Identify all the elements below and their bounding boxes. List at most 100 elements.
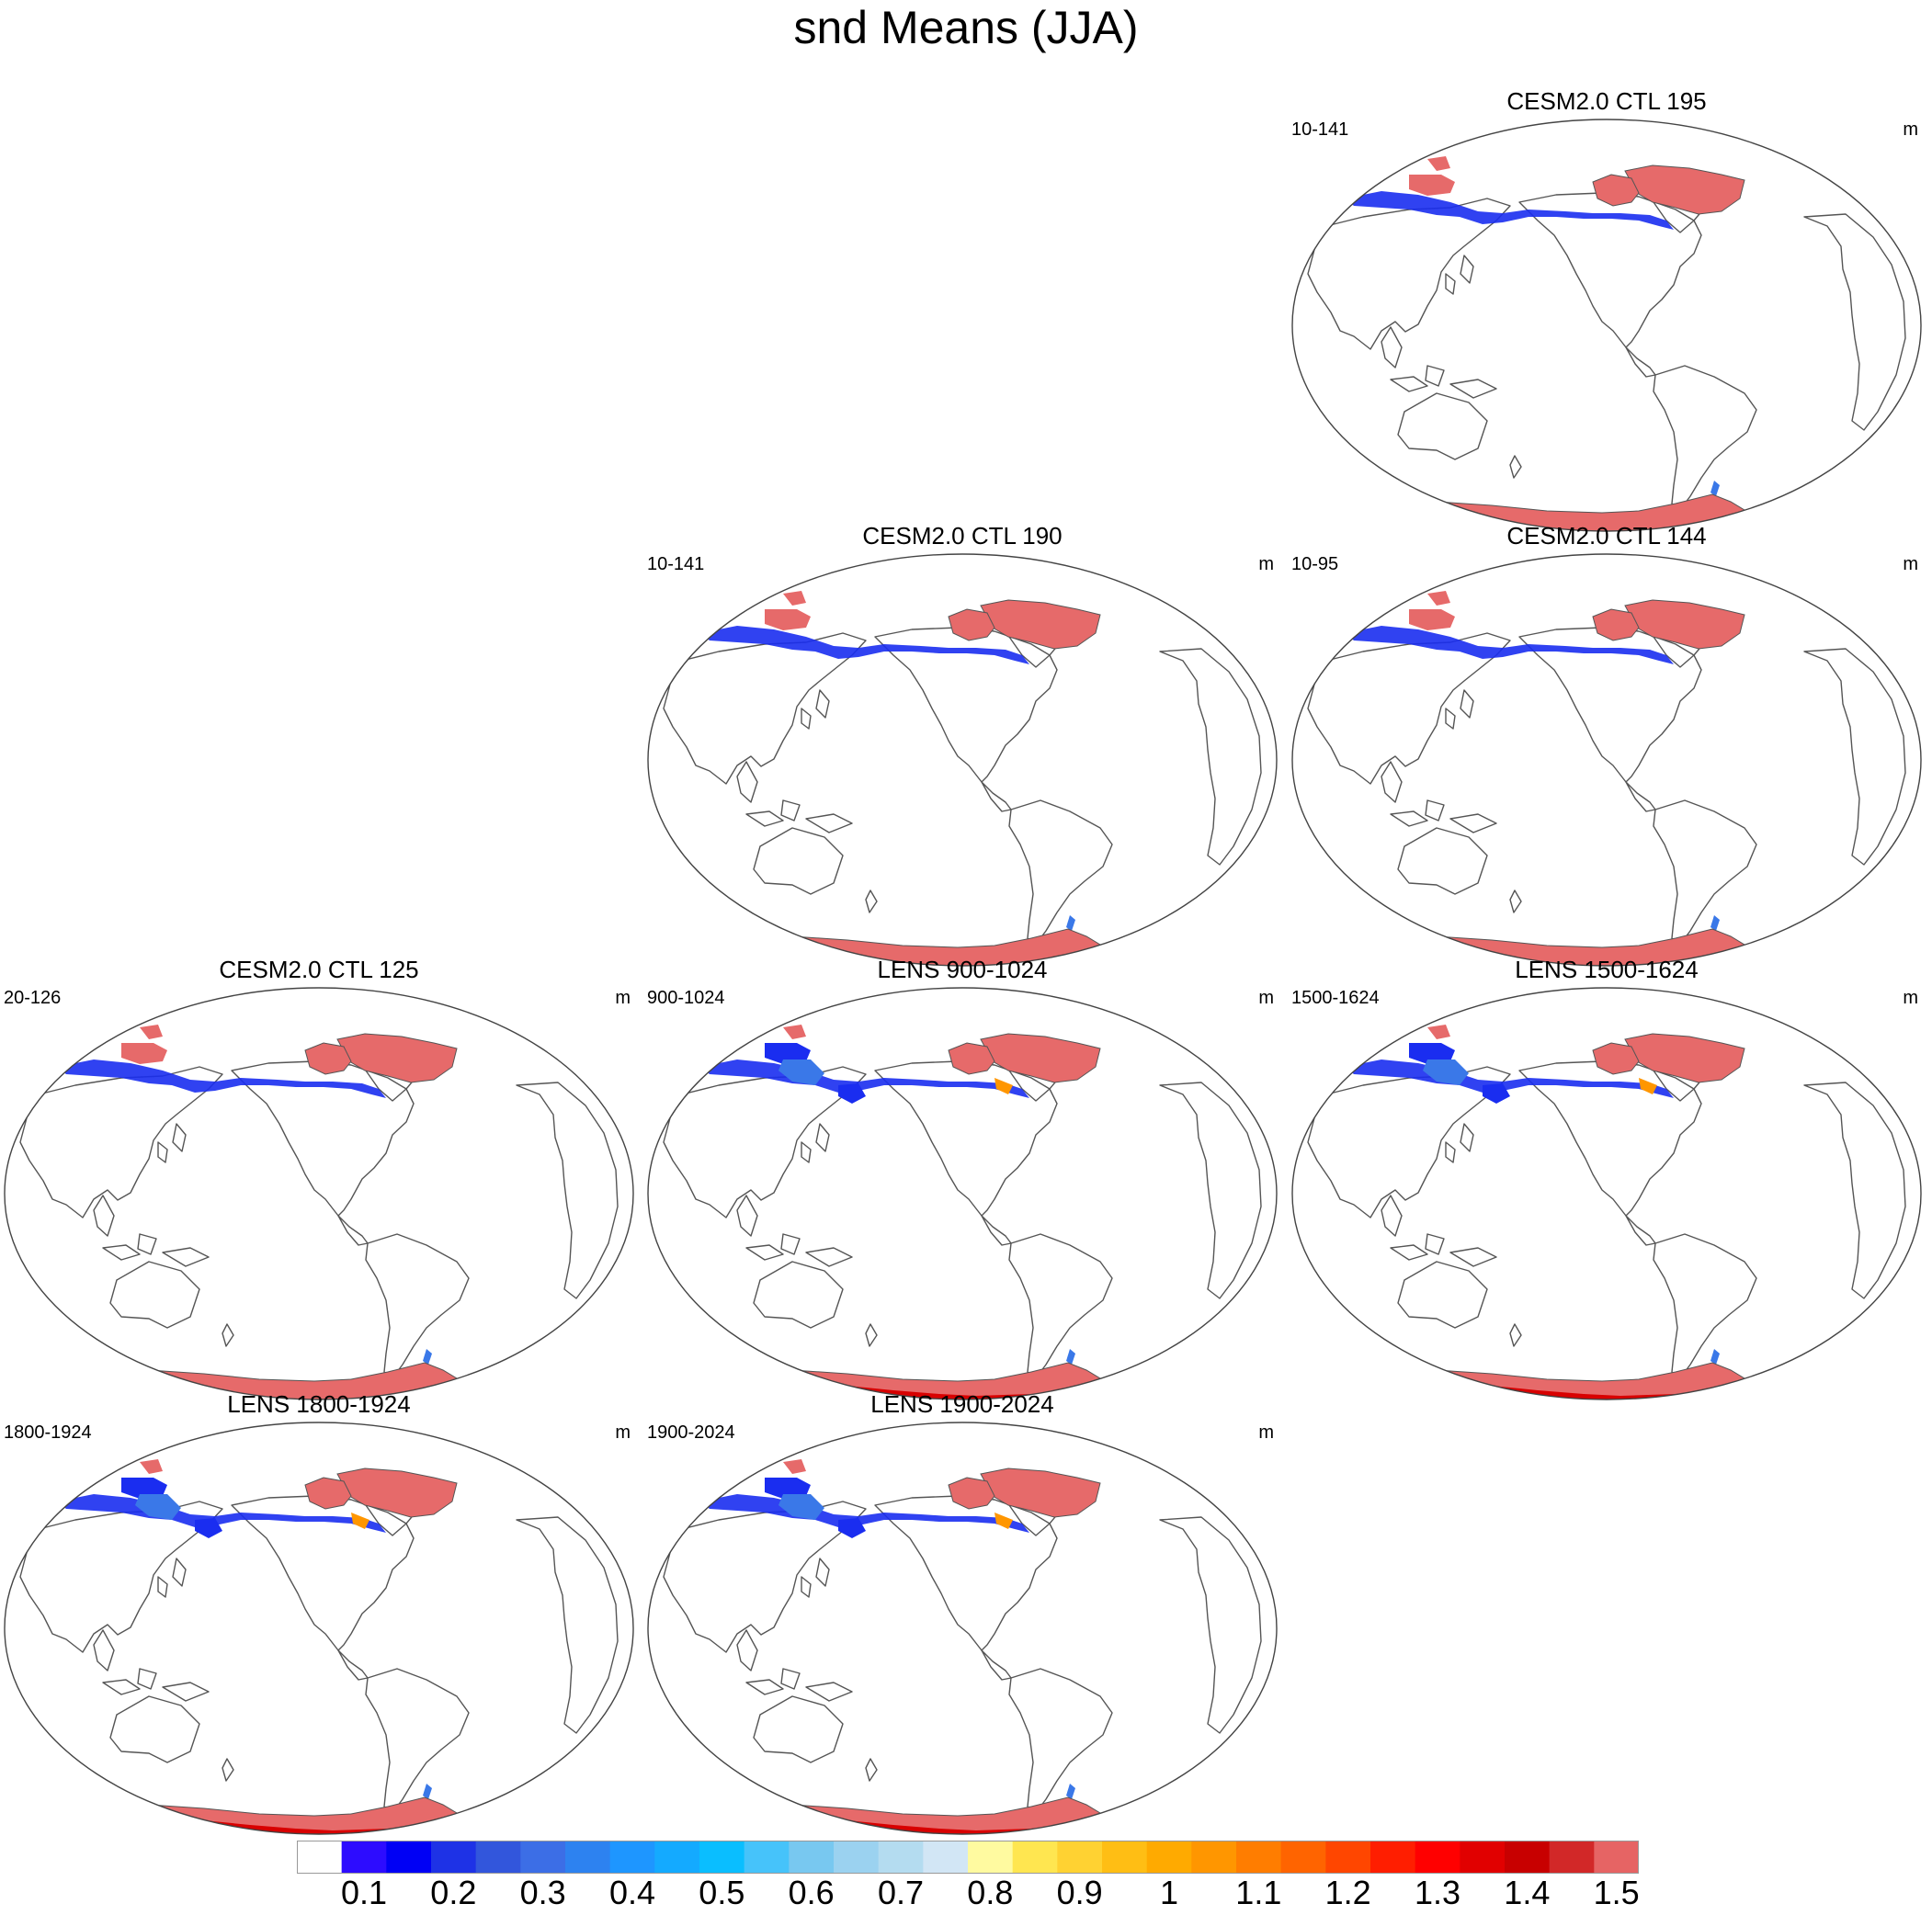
colorbar-swatch (1280, 1841, 1326, 1874)
arctic-islands-snow (765, 1478, 811, 1499)
map-content (663, 1459, 1277, 1834)
map-panel: CESM2.0 CTL 125 20-126 m (2, 956, 636, 1401)
map-panel: LENS 1800-1924 1800-1924 m (2, 1390, 636, 1836)
map-panel: CESM2.0 CTL 195 10-141 m (1290, 87, 1924, 533)
map-panel: LENS 1900-2024 1900-2024 m (645, 1390, 1279, 1836)
greenland-margin-snow (994, 1513, 1013, 1529)
panel-title: LENS 1900-2024 (870, 1390, 1054, 1418)
map-panel: CESM2.0 CTL 190 10-141 m (645, 522, 1279, 968)
andes-snow (1066, 1349, 1075, 1365)
central-america-coastline (1625, 346, 1656, 378)
north-america-coastline (874, 627, 1058, 783)
greenland-ice (1624, 1033, 1745, 1083)
korea-japan-coastline (801, 1123, 830, 1163)
map-content (1307, 156, 1921, 531)
colorbar-tick-label: 1 (1159, 1874, 1179, 1911)
colorbar-swatch (1191, 1841, 1237, 1874)
world-map (1291, 119, 1922, 532)
world-map (1291, 987, 1922, 1400)
north-america-coastline (1518, 627, 1702, 783)
colorbar-swatch (744, 1841, 790, 1874)
northern-snow-band (700, 626, 1029, 664)
greenland-ice (336, 1467, 458, 1518)
colorbar-frame (297, 1841, 1639, 1874)
greenland-margin-snow (351, 1513, 369, 1529)
map-content (1307, 591, 1921, 966)
new-zealand-coastline (222, 1758, 234, 1782)
indochina-coastline (736, 761, 758, 803)
canadian-archipelago-ice (948, 608, 995, 641)
colorbar (297, 1841, 1639, 1874)
panel-units-label: m (1903, 119, 1918, 140)
europe-africa-coastline (1803, 1082, 1906, 1299)
panel-units-label: m (1903, 988, 1918, 1008)
panel-units-label: m (1258, 988, 1274, 1008)
colorbar-swatch (878, 1841, 924, 1874)
greenland-ice (1624, 599, 1745, 650)
central-america-coastline (981, 781, 1012, 812)
maritime-se-asia-coastline (1390, 1233, 1497, 1267)
colorbar-swatch (699, 1841, 745, 1874)
andes-snow (423, 1349, 432, 1365)
panel-units-label: m (1258, 554, 1274, 574)
andes-snow (1066, 1784, 1075, 1799)
colorbar-tick-label: 0.7 (877, 1874, 925, 1911)
colorbar-tick-label: 1.2 (1324, 1874, 1371, 1911)
panel-units-label: m (1258, 1422, 1274, 1443)
korea-japan-coastline (1445, 1123, 1474, 1163)
map-content (19, 1459, 633, 1834)
south-america-coastline (1008, 1233, 1113, 1380)
south-america-coastline (1008, 1668, 1113, 1815)
colorbar-tick-label: 1.3 (1414, 1874, 1461, 1911)
east-asia-snow (838, 1518, 866, 1538)
colorbar-tick-label: 0.8 (967, 1874, 1014, 1911)
map-boundary (647, 987, 1278, 1400)
south-america-coastline (365, 1233, 470, 1380)
korea-japan-coastline (1445, 689, 1474, 730)
svalbard-ice (1427, 1025, 1450, 1039)
east-asia-snow (1483, 1083, 1510, 1104)
panel-range-label: 10-141 (1291, 119, 1349, 140)
colorbar-swatch (1505, 1841, 1551, 1874)
panel-title: CESM2.0 CTL 125 (219, 956, 419, 983)
north-america-coastline (874, 1495, 1058, 1651)
asia-coastline (19, 1501, 223, 1653)
panel-range-label: 1800-1924 (4, 1422, 92, 1443)
new-zealand-coastline (1509, 455, 1522, 479)
northern-snow-band (1345, 626, 1674, 664)
colorbar-swatch (431, 1841, 477, 1874)
australia-coastline (753, 1261, 844, 1329)
europe-africa-coastline (1803, 213, 1906, 431)
panel-units-label: m (615, 988, 631, 1008)
maritime-se-asia-coastline (1390, 799, 1497, 833)
siberia-snow (1423, 1059, 1469, 1085)
maritime-se-asia-coastline (745, 799, 853, 833)
indochina-coastline (736, 1195, 758, 1237)
arctic-islands-snow (1409, 1043, 1455, 1064)
indochina-coastline (93, 1195, 115, 1237)
svalbard-ice (1427, 156, 1450, 171)
colorbar-swatch (341, 1841, 387, 1874)
australia-coastline (1397, 1261, 1488, 1329)
map-boundary (4, 987, 634, 1400)
andes-snow (1710, 1349, 1720, 1365)
central-america-coastline (337, 1649, 369, 1681)
asia-coastline (1307, 1066, 1511, 1218)
korea-japan-coastline (801, 689, 830, 730)
australia-coastline (1397, 392, 1488, 460)
panel-range-label: 1900-2024 (647, 1422, 735, 1443)
svalbard-ice (140, 1459, 163, 1474)
greenland-ice (980, 1467, 1101, 1518)
map-content (1307, 1025, 1921, 1399)
colorbar-swatch (1236, 1841, 1282, 1874)
map-panel: CESM2.0 CTL 144 10-95 m (1290, 522, 1924, 968)
indochina-coastline (736, 1629, 758, 1671)
map-panel: LENS 900-1024 900-1024 m (645, 956, 1279, 1401)
new-zealand-coastline (865, 890, 878, 913)
andes-snow (1710, 915, 1720, 931)
colorbar-swatch (1460, 1841, 1506, 1874)
arctic-islands-snow (121, 1043, 167, 1064)
north-america-coastline (874, 1060, 1058, 1217)
north-america-coastline (1518, 1060, 1702, 1217)
colorbar-tick-label: 0.4 (608, 1874, 656, 1911)
